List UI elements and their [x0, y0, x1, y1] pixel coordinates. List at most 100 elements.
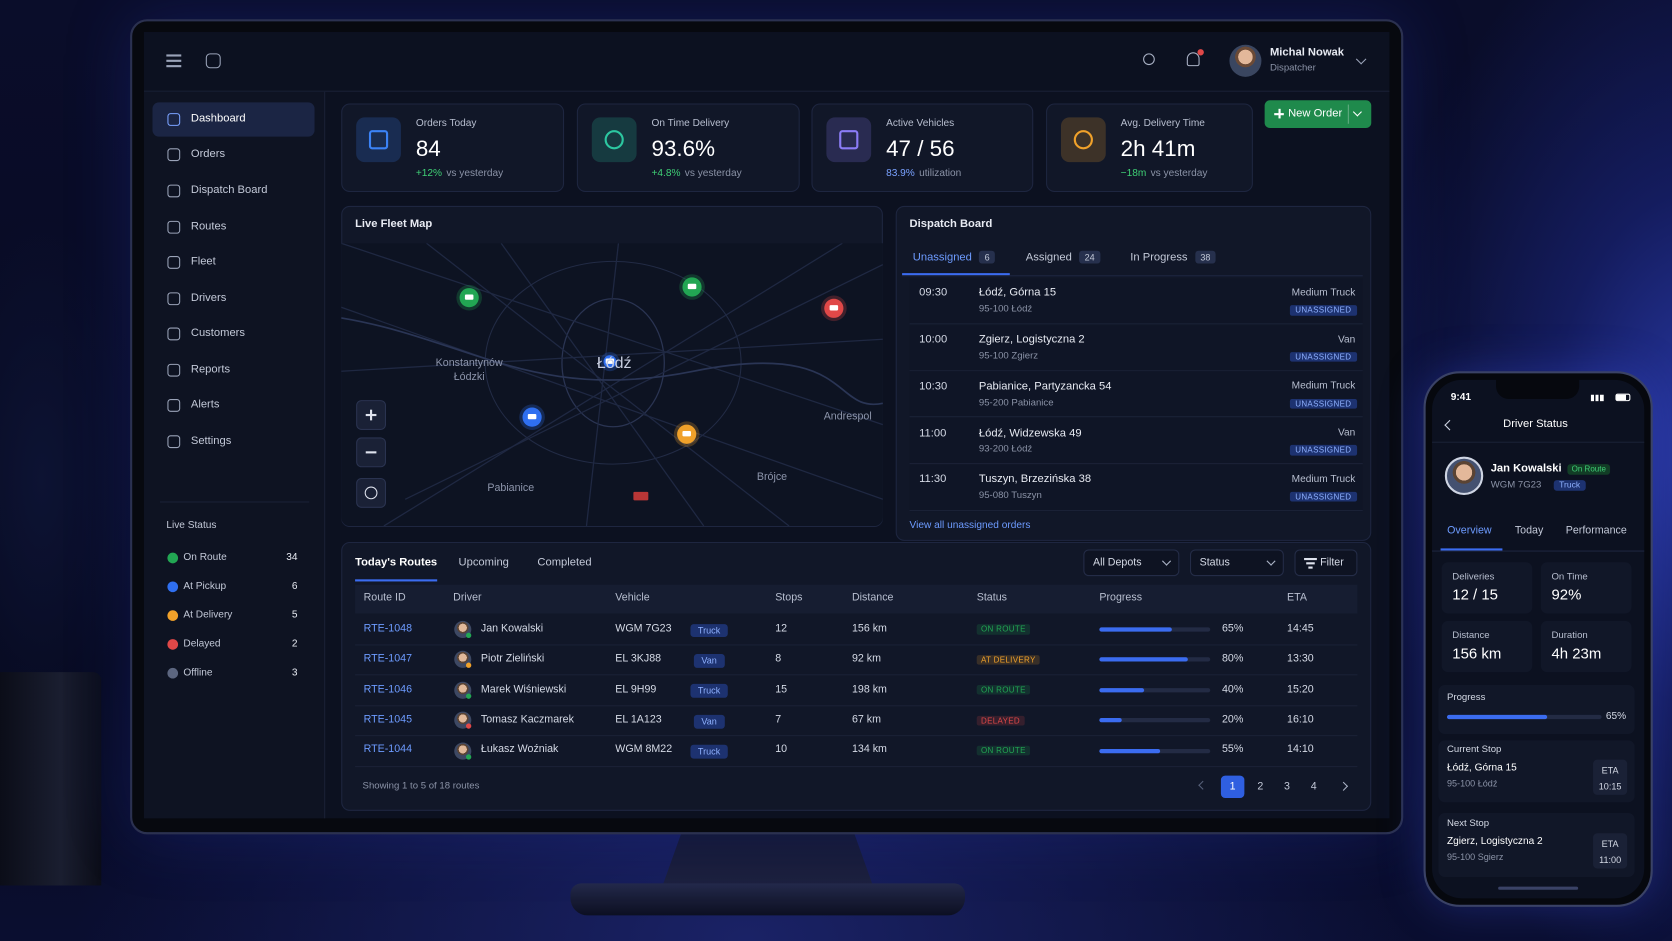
- app-icon[interactable]: [205, 53, 221, 69]
- route-id[interactable]: RTE-1048: [363, 622, 413, 635]
- phone-stat-label: Deliveries: [1452, 571, 1495, 582]
- routes-tab[interactable]: Today's Routes: [355, 556, 438, 570]
- phone-stat-value: 12 / 15: [1452, 585, 1498, 604]
- phone-progress-card: [1438, 684, 1635, 735]
- column-header: Driver: [453, 591, 482, 604]
- column-header: Status: [976, 591, 1007, 604]
- route-id[interactable]: RTE-1047: [363, 653, 413, 665]
- kpi-delta: +4.8%: [651, 167, 681, 180]
- phone-tab[interactable]: Today: [1514, 524, 1544, 537]
- phone-progress-value: 65%: [1605, 710, 1627, 723]
- phone-title: Driver Status: [1503, 417, 1568, 431]
- road: [341, 338, 883, 372]
- order-address: Pabianice, Partyzancka 54: [978, 379, 1112, 393]
- nav-item[interactable]: Fleet: [190, 255, 216, 269]
- dispatch-tab[interactable]: Assigned 24: [1026, 250, 1143, 266]
- status-count: 34: [286, 551, 298, 564]
- route-id[interactable]: RTE-1045: [363, 713, 413, 726]
- filter-glyph: [1304, 557, 1317, 560]
- nav-item[interactable]: Alerts: [190, 398, 220, 412]
- user-avatar[interactable]: [1229, 44, 1262, 77]
- routes-tab[interactable]: Upcoming: [458, 556, 509, 570]
- menu-icon[interactable]: [166, 54, 182, 68]
- highway: [341, 317, 883, 406]
- kpi-icon: [826, 117, 872, 163]
- road: [585, 243, 620, 526]
- nav-item[interactable]: Orders: [190, 147, 226, 161]
- distance: 134 km: [851, 743, 887, 756]
- kpi-delta: −18m: [1120, 167, 1147, 180]
- row-divider: [355, 735, 1358, 737]
- bell-icon[interactable]: [1186, 52, 1200, 67]
- nav-item[interactable]: Drivers: [190, 291, 227, 305]
- dispatch-tab-underline: [902, 273, 1010, 276]
- nav-icon: [167, 435, 181, 449]
- order-address: Łódź, Górna 15: [978, 286, 1057, 300]
- order-row: [909, 418, 1363, 465]
- status-label: Offline: [183, 666, 213, 679]
- route-id[interactable]: RTE-1044: [363, 743, 413, 756]
- map-place-label: Brójce: [756, 471, 788, 484]
- column-header: Route ID: [363, 591, 406, 604]
- plant-shadow: [0, 213, 139, 747]
- stops: 8: [775, 653, 782, 665]
- column-header: Distance: [851, 591, 894, 604]
- kpi-icon-glyph: [604, 130, 624, 150]
- dispatch-tab-label: Assigned: [1025, 250, 1072, 264]
- stop-label: Current Stop: [1446, 744, 1502, 755]
- map[interactable]: [341, 243, 883, 526]
- phone-tab[interactable]: Performance: [1565, 524, 1627, 537]
- driver-online-dot: [465, 693, 472, 699]
- stop-address: Zgierz, Logistyczna 2: [1446, 835, 1543, 848]
- page-active[interactable]: [1220, 775, 1245, 799]
- filter-control[interactable]: [1294, 549, 1358, 577]
- dispatch-tab[interactable]: Unassigned 6: [913, 250, 1030, 266]
- phone-stat-label: Duration: [1551, 629, 1588, 641]
- filter-label: Filter: [1320, 556, 1344, 569]
- driver-online-dot: [465, 723, 472, 729]
- status-dot: [167, 667, 179, 679]
- page-number[interactable]: 3: [1284, 780, 1290, 793]
- kpi-delta-row: −18m vs yesterday: [1121, 166, 1260, 180]
- dispatch-tab[interactable]: In Progress 38: [1130, 250, 1247, 266]
- road: [383, 243, 843, 526]
- phone-driver-status: On Route: [1567, 464, 1611, 475]
- nav-item[interactable]: Routes: [190, 220, 227, 234]
- dispatch-tab-count: 24: [1079, 250, 1101, 264]
- phone-battery: [1615, 393, 1631, 402]
- phone-stat-value: 4h 23m: [1551, 644, 1602, 662]
- page-number[interactable]: 2: [1257, 780, 1264, 793]
- progress-label: 80%: [1221, 653, 1244, 665]
- nav-item[interactable]: Dashboard: [190, 112, 246, 126]
- kpi-delta-text: vs yesterday: [684, 167, 742, 180]
- road-sign: [633, 491, 649, 501]
- view-all-link[interactable]: View all unassigned orders: [909, 519, 1031, 532]
- stop-postal: 95-100 Sgierz: [1446, 851, 1504, 862]
- filter-control[interactable]: [1083, 549, 1180, 577]
- phone-tab[interactable]: Overview: [1447, 524, 1492, 537]
- progress-label: 65%: [1221, 622, 1244, 635]
- order-row: [909, 278, 1363, 325]
- nav-item[interactable]: Dispatch Board: [190, 183, 268, 197]
- order-time: 09:30: [919, 286, 948, 300]
- row-divider: [355, 644, 1358, 646]
- page-number[interactable]: 1: [1229, 780, 1236, 793]
- user-name: Michal Nowak: [1269, 46, 1345, 60]
- kpi-value: 93.6%: [651, 136, 716, 161]
- nav-item[interactable]: Settings: [190, 434, 232, 448]
- stops: 7: [775, 713, 782, 726]
- kpi-icon-glyph: [368, 130, 389, 150]
- route-id[interactable]: RTE-1046: [363, 683, 413, 696]
- page-number[interactable]: 4: [1310, 780, 1317, 793]
- nav-item[interactable]: Reports: [190, 363, 231, 377]
- search-icon[interactable]: [1143, 53, 1155, 66]
- phone-avatar: [1444, 456, 1484, 496]
- filter-label: Status: [1199, 556, 1230, 569]
- column-header: ETA: [1287, 591, 1307, 604]
- stop-eta-label: ETA: [1601, 764, 1619, 776]
- filter-control[interactable]: [1189, 549, 1284, 577]
- phone-stat-card: [1441, 620, 1533, 673]
- nav-item[interactable]: Customers: [190, 326, 245, 340]
- routes-tab[interactable]: Completed: [537, 556, 592, 570]
